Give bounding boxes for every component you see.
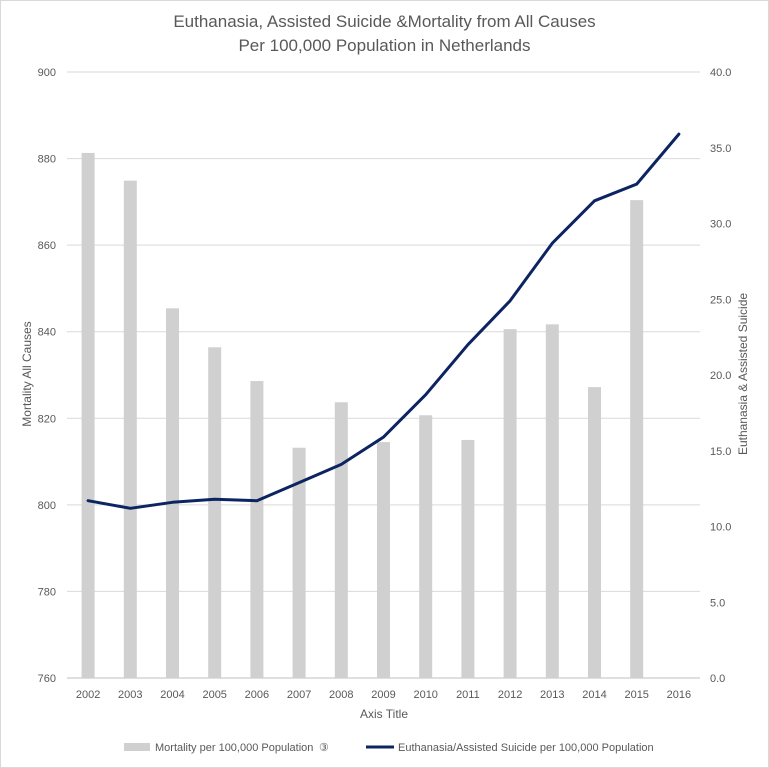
right-axis-tick-label: 5.0: [710, 597, 725, 609]
x-axis-tick-label: 2002: [76, 689, 100, 701]
x-axis-tick-label: 2012: [498, 689, 522, 701]
mortality-bar: [630, 200, 644, 678]
right-axis-title: Euthanasia & Assisted Suicide: [736, 293, 750, 455]
left-axis-tick-label: 820: [38, 413, 56, 425]
mortality-bar: [419, 415, 433, 678]
x-axis-tick-label: 2010: [413, 689, 437, 701]
x-axis-tick-label: 2009: [371, 689, 395, 701]
legend-label-mortality: Mortality per 100,000 Population: [155, 742, 313, 754]
mortality-bar: [166, 308, 179, 678]
mortality-bar: [503, 329, 517, 678]
euthanasia-line: [86, 132, 681, 510]
mortality-bar: [292, 447, 306, 678]
left-axis-tick-label: 760: [38, 673, 56, 685]
mortality-bar: [334, 402, 348, 678]
left-axis-tick-label: 860: [38, 240, 56, 252]
x-axis-tick-label: 2014: [582, 689, 606, 701]
right-axis-tick-label: 0.0: [710, 673, 725, 685]
legend-marker-mortality: ③: [319, 742, 329, 754]
mortality-bar: [81, 152, 95, 679]
x-axis-tick-label: 2013: [540, 689, 564, 701]
x-axis-tick-label: 2015: [624, 689, 648, 701]
x-axis-tick-label: 2005: [202, 689, 226, 701]
left-axis-tick-label: 780: [38, 586, 56, 598]
mortality-bar: [208, 347, 222, 678]
right-axis-tick-label: 15.0: [710, 446, 731, 458]
right-axis-tick-label: 10.0: [710, 522, 731, 534]
legend-swatch-mortality: [124, 743, 150, 751]
right-axis-tick-label: 40.0: [710, 67, 731, 79]
x-axis-tick-label: 2008: [329, 689, 353, 701]
mortality-bar: [588, 387, 601, 678]
right-axis-tick-label: 20.0: [710, 370, 731, 382]
x-axis-tick-labels: 2002 2003 2004 2005 2006 2007 2008 2009 2010 2011…: [76, 689, 691, 701]
mortality-bar: [461, 439, 475, 678]
mortality-bar: [545, 324, 559, 678]
x-axis-title: Axis Title: [360, 707, 408, 721]
x-axis-tick-label: 2007: [287, 689, 311, 701]
left-axis-tick-labels: 760 780 800 820 840 860 880 900: [38, 67, 56, 685]
legend: Mortality per 100,000 Population ③ Eutha…: [124, 742, 654, 754]
x-axis-tick-label: 2016: [667, 689, 691, 701]
mortality-bar: [250, 381, 264, 678]
mortality-bar: [123, 180, 137, 678]
left-axis-tick-label: 880: [38, 154, 56, 166]
x-axis-tick-label: 2006: [245, 689, 269, 701]
x-axis-tick-label: 2011: [456, 689, 480, 701]
mortality-bar: [377, 442, 390, 678]
right-axis-tick-labels: 0.0 5.0 10.0 15.0 20.0 25.0 30.0 35.0 40.0: [710, 67, 731, 685]
legend-label-euthanasia: Euthanasia/Assisted Suicide per 100,000 …: [398, 742, 654, 754]
right-axis-tick-label: 30.0: [710, 219, 731, 231]
mortality-bars: [81, 152, 644, 679]
x-axis-tick-label: 2003: [118, 689, 142, 701]
euthanasia-series-line: [86, 132, 681, 510]
chart-title: Euthanasia, Assisted Suicide &Mortality …: [173, 12, 595, 31]
right-axis-tick-label: 35.0: [710, 143, 731, 155]
left-axis-tick-label: 800: [38, 500, 56, 512]
right-axis-tick-label: 25.0: [710, 294, 731, 306]
left-axis-tick-label: 840: [38, 327, 56, 339]
x-axis-tick-label: 2004: [160, 689, 184, 701]
left-axis-title: Mortality All Causes: [20, 321, 34, 426]
chart-subtitle: Per 100,000 Population in Netherlands: [238, 36, 530, 55]
left-axis-tick-label: 900: [38, 67, 56, 79]
